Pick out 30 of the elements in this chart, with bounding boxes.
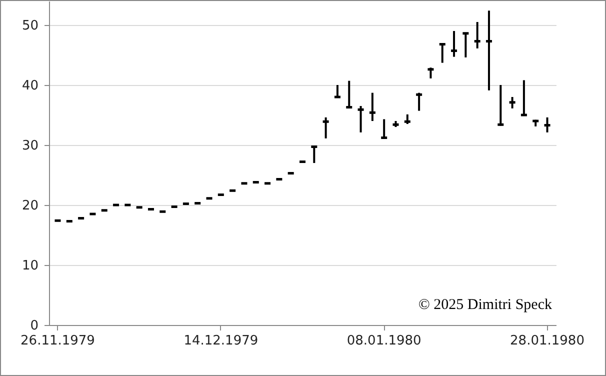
candlestick — [450, 30, 458, 58]
candlestick — [484, 10, 494, 92]
candlestick — [543, 116, 552, 134]
y-tick-label: 30 — [22, 138, 38, 154]
candlestick — [322, 116, 330, 140]
candlestick — [426, 66, 435, 80]
x-tick-label: 14.12.1979 — [184, 334, 258, 348]
candlestick — [520, 79, 528, 116]
y-tick-label: 40 — [22, 78, 38, 94]
candlestick — [380, 118, 388, 140]
annotation: © 2025 Dimitri Speck — [418, 297, 552, 313]
candlestick — [310, 145, 318, 164]
candlestick — [414, 92, 424, 112]
x-tick-label: 28.01.1980 — [510, 334, 584, 348]
candlestick — [403, 113, 412, 125]
x-tick-label: 26.11.1979 — [20, 334, 95, 348]
y-tick-label: 50 — [22, 18, 38, 34]
y-tick-label: 20 — [22, 198, 38, 214]
y-tick-label: 0 — [30, 318, 38, 334]
candlestick — [368, 92, 377, 122]
candlestick — [508, 96, 517, 110]
y-tick-label: 10 — [22, 258, 38, 274]
candlestick — [356, 105, 366, 134]
candlestick — [461, 32, 470, 58]
candlestick — [438, 42, 447, 64]
candlestick — [473, 21, 482, 50]
candlestick — [333, 84, 342, 99]
x-tick-label: 08.01.1980 — [346, 334, 422, 348]
candlestick — [344, 80, 354, 109]
candlestick — [496, 84, 505, 127]
